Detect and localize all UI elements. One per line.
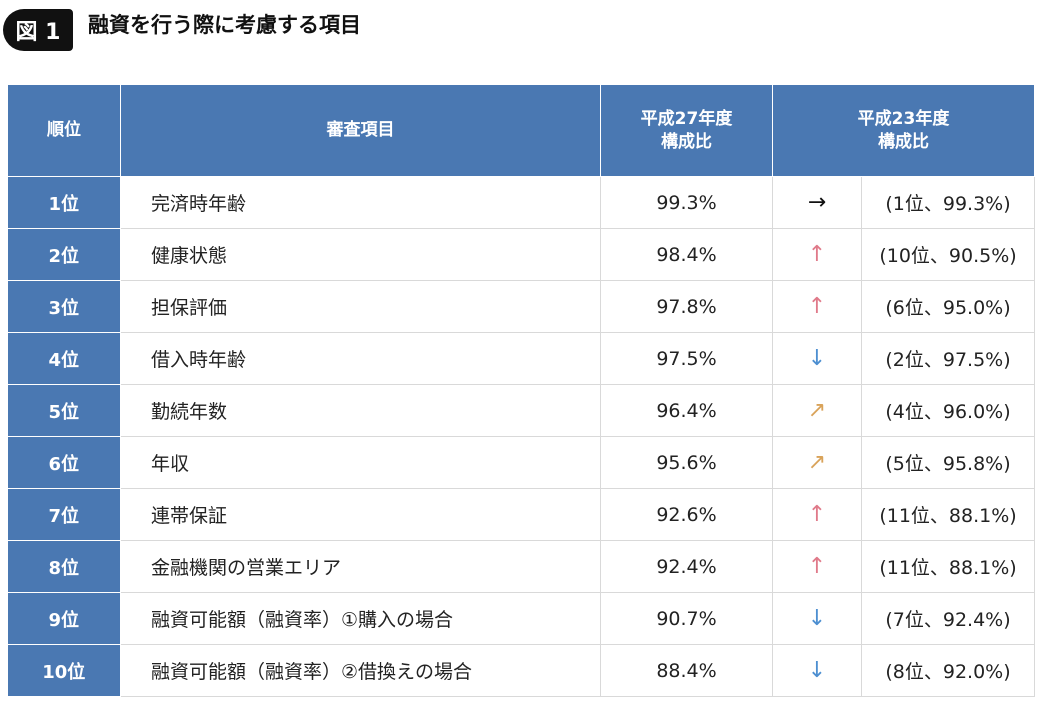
figure-badge: 図 1 (3, 9, 73, 51)
table-row: 4位 借入時年齢 97.5% ↓ (2位、97.5%) (7, 332, 1036, 385)
item-cell: 年収 (120, 436, 601, 489)
ratio-h27-cell: 96.4% (600, 384, 773, 437)
header-h23-line1: 平成23年度 (857, 108, 950, 129)
ratio-h27-cell: 88.4% (600, 644, 773, 697)
table-row: 9位 融資可能額（融資率）①購入の場合 90.7% ↓ (7位、92.4%) (7, 592, 1036, 645)
prev-h23-cell: (11位、88.1%) (861, 540, 1036, 593)
ratio-h27-cell: 98.4% (600, 228, 773, 281)
table-row: 5位 勤続年数 96.4% ↗ (4位、96.0%) (7, 384, 1036, 437)
table-header-row: 順位 審査項目 平成27年度 構成比 平成23年度 構成比 (7, 84, 1036, 177)
item-cell: 借入時年齢 (120, 332, 601, 385)
prev-h23-cell: (7位、92.4%) (861, 592, 1036, 645)
table-row: 3位 担保評価 97.8% ↑ (6位、95.0%) (7, 280, 1036, 333)
header-h23: 平成23年度 構成比 (771, 84, 1036, 177)
rank-cell: 7位 (7, 488, 121, 541)
item-cell: 完済時年齢 (120, 176, 601, 229)
rank-cell: 9位 (7, 592, 121, 645)
arrow-down-icon: ↓ (772, 332, 862, 385)
ratio-h27-cell: 99.3% (600, 176, 773, 229)
rank-cell: 1位 (7, 176, 121, 229)
item-cell: 健康状態 (120, 228, 601, 281)
prev-h23-cell: (10位、90.5%) (861, 228, 1036, 281)
header-h27-line1: 平成27年度 (640, 108, 733, 129)
table-row: 6位 年収 95.6% ↗ (5位、95.8%) (7, 436, 1036, 489)
table-row: 8位 金融機関の営業エリア 92.4% ↑ (11位、88.1%) (7, 540, 1036, 593)
table-row: 1位 完済時年齢 99.3% → (1位、99.3%) (7, 176, 1036, 229)
header-h27: 平成27年度 構成比 (600, 84, 773, 177)
item-cell: 連帯保証 (120, 488, 601, 541)
header-item: 審査項目 (120, 84, 601, 177)
arrow-up-icon: ↑ (772, 280, 862, 333)
item-cell: 融資可能額（融資率）①購入の場合 (120, 592, 601, 645)
figure-header: 図 1 融資を行う際に考慮する項目 (0, 0, 1040, 60)
item-cell: 担保評価 (120, 280, 601, 333)
arrow-right-icon: → (772, 176, 862, 229)
arrow-up-icon: ↑ (772, 228, 862, 281)
prev-h23-cell: (1位、99.3%) (861, 176, 1036, 229)
rank-cell: 10位 (7, 644, 121, 697)
arrow-up-right-icon: ↗ (772, 436, 862, 489)
arrow-up-right-icon: ↗ (772, 384, 862, 437)
ratio-h27-cell: 90.7% (600, 592, 773, 645)
table-row: 7位 連帯保証 92.6% ↑ (11位、88.1%) (7, 488, 1036, 541)
rank-cell: 6位 (7, 436, 121, 489)
prev-h23-cell: (4位、96.0%) (861, 384, 1036, 437)
prev-h23-cell: (5位、95.8%) (861, 436, 1036, 489)
rank-cell: 2位 (7, 228, 121, 281)
rank-cell: 3位 (7, 280, 121, 333)
arrow-down-icon: ↓ (772, 592, 862, 645)
ratio-h27-cell: 97.8% (600, 280, 773, 333)
ratio-h27-cell: 92.4% (600, 540, 773, 593)
arrow-down-icon: ↓ (772, 644, 862, 697)
prev-h23-cell: (6位、95.0%) (861, 280, 1036, 333)
ratio-h27-cell: 95.6% (600, 436, 773, 489)
header-rank: 順位 (7, 84, 121, 177)
prev-h23-cell: (2位、97.5%) (861, 332, 1036, 385)
ranking-table: 順位 審査項目 平成27年度 構成比 平成23年度 構成比 1位 完済時年齢 99.… (7, 84, 1036, 697)
header-h23-line2: 構成比 (878, 131, 929, 152)
rank-cell: 5位 (7, 384, 121, 437)
ranking-table-container: 順位 審査項目 平成27年度 構成比 平成23年度 構成比 1位 完済時年齢 99.… (7, 84, 1036, 697)
table-row: 2位 健康状態 98.4% ↑ (10位、90.5%) (7, 228, 1036, 281)
arrow-up-icon: ↑ (772, 540, 862, 593)
ratio-h27-cell: 92.6% (600, 488, 773, 541)
item-cell: 融資可能額（融資率）②借換えの場合 (120, 644, 601, 697)
item-cell: 勤続年数 (120, 384, 601, 437)
table-row: 10位 融資可能額（融資率）②借換えの場合 88.4% ↓ (8位、92.0%) (7, 644, 1036, 697)
prev-h23-cell: (8位、92.0%) (861, 644, 1036, 697)
rank-cell: 8位 (7, 540, 121, 593)
ratio-h27-cell: 97.5% (600, 332, 773, 385)
item-cell: 金融機関の営業エリア (120, 540, 601, 593)
prev-h23-cell: (11位、88.1%) (861, 488, 1036, 541)
rank-cell: 4位 (7, 332, 121, 385)
header-h27-line2: 構成比 (661, 131, 712, 152)
figure-title: 融資を行う際に考慮する項目 (88, 13, 361, 37)
arrow-up-icon: ↑ (772, 488, 862, 541)
